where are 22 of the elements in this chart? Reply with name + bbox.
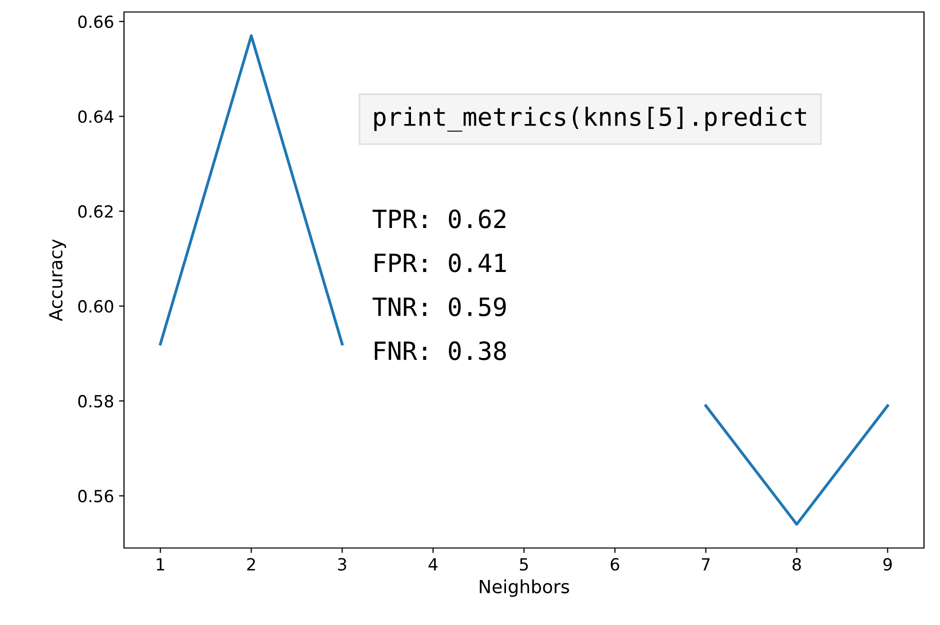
annotation: TPR: 0.62 — [372, 209, 506, 228]
x-tick-label: 6 — [610, 558, 620, 571]
x-tick-label: 8 — [792, 558, 801, 571]
x-axis-title: Neighbors — [480, 579, 570, 597]
y-tick-label: 0.60 — [78, 300, 114, 313]
x-tick-label: 3 — [338, 558, 346, 571]
y-tick-label: 0.62 — [78, 205, 113, 218]
y-tick-label: 0.66 — [78, 15, 114, 28]
annotation: FNR: 0.38 — [374, 341, 506, 360]
x-tick-label: 2 — [247, 558, 255, 570]
x-tick-label: 4 — [428, 558, 438, 570]
annotation: FPR: 0.41 — [374, 253, 506, 272]
y-tick-label: 0.64 — [78, 110, 114, 123]
y-tick-label: 0.58 — [78, 394, 114, 408]
x-tick-label: 9 — [883, 558, 892, 571]
annotation: TNR: 0.59 — [372, 297, 506, 316]
x-tick-label: 7 — [702, 558, 710, 570]
annotation: print_metrics(knns[5].predict — [374, 106, 806, 132]
x-tick-label: 5 — [520, 558, 528, 571]
x-tick-label: 1 — [156, 558, 164, 570]
y-axis-title: Accuracy — [49, 239, 66, 322]
y-tick-label: 0.56 — [78, 490, 114, 502]
